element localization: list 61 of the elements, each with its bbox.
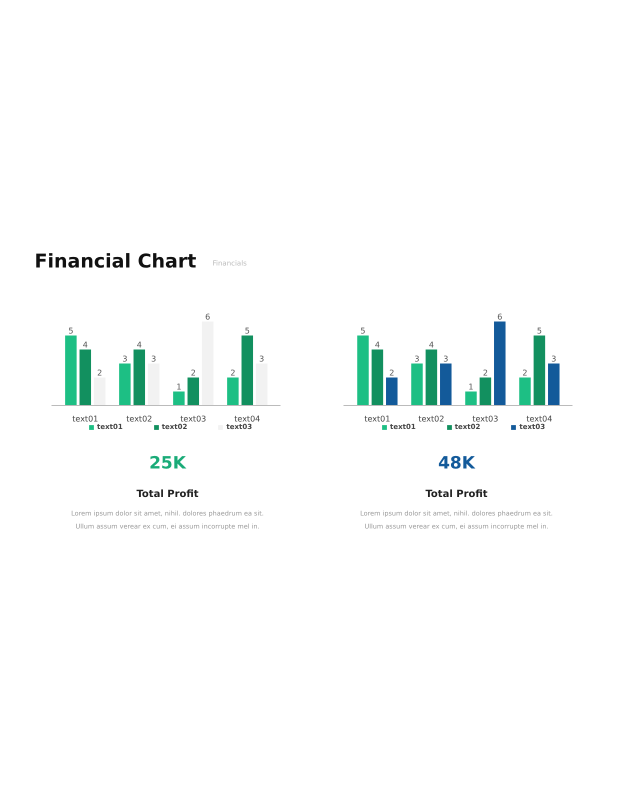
text: 25K [149, 454, 187, 474]
bar [426, 350, 438, 406]
bar [148, 364, 160, 406]
bar [494, 322, 506, 406]
bar [411, 364, 423, 406]
bar [372, 350, 384, 406]
x-tick-label: text04 [526, 414, 552, 424]
data-label: 5 [244, 326, 250, 336]
data-label: 5 [536, 326, 542, 336]
data-label: 2 [97, 368, 102, 378]
x-tick-label: text02 [418, 414, 444, 424]
data-label: 4 [374, 340, 380, 350]
bar [465, 392, 477, 406]
bar [119, 364, 131, 406]
bar [188, 378, 200, 406]
bar [65, 336, 77, 406]
x-tick-label: text02 [126, 414, 152, 424]
bar [480, 378, 492, 406]
x-tick-label: text01 [364, 414, 390, 424]
x-tick-label: text01 [72, 414, 98, 424]
data-label: 6 [497, 312, 502, 322]
bar [548, 364, 560, 406]
data-label: 1 [176, 382, 182, 392]
chart-title: Financial Chart [34, 250, 196, 272]
bar [173, 392, 185, 406]
data-label: 3 [259, 354, 264, 364]
data-label: 4 [82, 340, 88, 350]
data-label: 6 [205, 312, 210, 322]
data-label: 2 [190, 368, 196, 378]
bar [440, 364, 452, 406]
bar [227, 378, 239, 406]
data-label: 2 [482, 368, 488, 378]
bar [386, 378, 398, 406]
x-tick-label: text03 [472, 414, 498, 424]
data-label: 1 [468, 382, 474, 392]
data-label: 5 [360, 326, 366, 336]
text: 48K [438, 454, 476, 474]
data-label: 2 [389, 368, 394, 378]
bar [357, 336, 369, 406]
text: Total Profit [136, 489, 199, 500]
bar [256, 364, 268, 406]
data-label: 3 [414, 354, 420, 364]
text: Total Profit [425, 489, 488, 500]
data-label: 3 [151, 354, 156, 364]
data-label: 2 [230, 368, 236, 378]
data-label: 3 [443, 354, 448, 364]
data-label: 4 [136, 340, 142, 350]
data-label: 3 [122, 354, 128, 364]
data-label: 3 [551, 354, 556, 364]
data-label: 4 [428, 340, 434, 350]
bar [134, 350, 146, 406]
bar [80, 350, 92, 406]
bar [534, 336, 546, 406]
data-label: 5 [68, 326, 74, 336]
x-tick-label: text03 [180, 414, 206, 424]
bar [242, 336, 254, 406]
data-label: 2 [522, 368, 528, 378]
x-tick-label: text04 [234, 414, 260, 424]
bar [519, 378, 531, 406]
bar [202, 322, 214, 406]
bar [94, 378, 106, 406]
